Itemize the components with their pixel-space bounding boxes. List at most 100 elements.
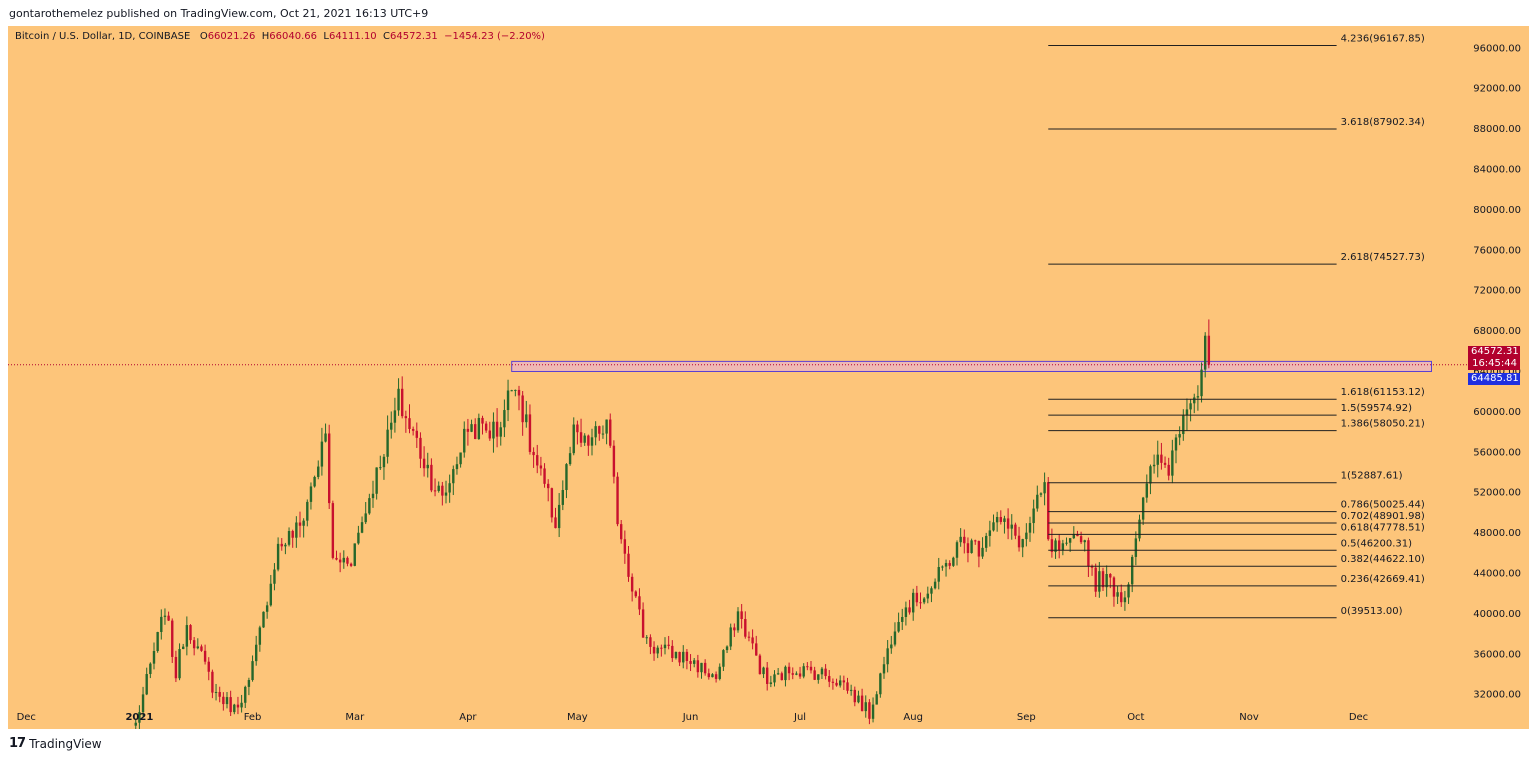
candle-body xyxy=(791,673,794,675)
candle xyxy=(342,550,345,569)
candle xyxy=(302,518,305,538)
candle xyxy=(985,532,988,552)
candle-body xyxy=(145,674,148,695)
candle xyxy=(470,419,473,433)
candle xyxy=(590,428,594,456)
candle xyxy=(306,499,309,527)
candle xyxy=(225,691,229,709)
candle xyxy=(660,644,663,657)
y-tick-label: 92000.00 xyxy=(1473,84,1521,95)
candle xyxy=(320,427,324,476)
candle xyxy=(185,616,189,656)
price-chart[interactable]: 4.236(96167.85) 3.618(87902.34) 2.618(7452… xyxy=(8,26,1529,729)
chart-frame[interactable]: 4.236(96167.85) 3.618(87902.34) 2.618(7452… xyxy=(8,26,1529,729)
candle xyxy=(875,691,878,705)
candle-body xyxy=(207,661,210,672)
footer-branding[interactable]: 17 TradingView xyxy=(9,736,102,751)
candle-body xyxy=(1068,538,1072,543)
candle-body xyxy=(182,646,185,650)
symbol-label: Bitcoin / U.S. Dollar, 1D, COINBASE xyxy=(15,31,191,42)
candle-body xyxy=(539,465,543,469)
candle-body xyxy=(886,648,889,665)
candle xyxy=(616,472,619,527)
candle-body xyxy=(225,697,229,705)
candle-body xyxy=(744,618,747,637)
x-tick-label: Apr xyxy=(459,712,477,723)
candle-body xyxy=(733,627,736,631)
candle-body xyxy=(309,486,313,502)
candle xyxy=(233,703,236,715)
candle-body xyxy=(1054,540,1057,552)
candle xyxy=(817,674,820,684)
candle-body xyxy=(820,668,824,675)
x-tick-label: Dec xyxy=(1349,712,1368,723)
countdown-timer: 16:45:44 xyxy=(1472,358,1517,369)
candle xyxy=(196,638,199,650)
candle xyxy=(820,666,824,679)
candle xyxy=(930,586,933,603)
candle xyxy=(955,540,959,566)
candle xyxy=(207,657,210,681)
x-tick-label: Mar xyxy=(345,712,365,723)
candle xyxy=(714,671,718,683)
candle xyxy=(284,542,287,555)
candle-body xyxy=(444,492,448,496)
candle xyxy=(368,493,371,515)
candle xyxy=(1193,393,1196,414)
candle-body xyxy=(974,540,977,542)
candle xyxy=(211,669,214,699)
candle xyxy=(813,666,816,681)
brand-name: TradingView xyxy=(29,736,102,751)
candle xyxy=(693,657,696,668)
candle xyxy=(1141,496,1145,526)
y-tick-label: 32000.00 xyxy=(1473,690,1521,701)
candle xyxy=(1171,439,1174,484)
candle xyxy=(711,673,714,678)
candle xyxy=(871,697,875,723)
candle xyxy=(703,659,707,676)
candle-body xyxy=(798,673,802,677)
candle-body xyxy=(1079,536,1083,543)
candle-body xyxy=(1185,409,1189,416)
candle xyxy=(1156,440,1159,478)
y-tick-label: 56000.00 xyxy=(1473,447,1521,458)
candle xyxy=(514,389,517,397)
candle xyxy=(835,678,838,687)
fib-level-label: 0.618(47778.51) xyxy=(1341,522,1425,533)
candle xyxy=(1043,472,1046,506)
candle xyxy=(452,465,455,496)
candle-body xyxy=(612,445,616,477)
candle-body xyxy=(904,607,908,617)
candle-body xyxy=(988,530,992,536)
fib-level-label: 1.618(61153.12) xyxy=(1341,387,1425,398)
high-label: H xyxy=(261,31,270,42)
candle xyxy=(809,661,813,674)
candle-body xyxy=(959,536,962,543)
candle xyxy=(255,635,258,666)
y-tick-label: 80000.00 xyxy=(1473,205,1521,216)
candle xyxy=(868,699,871,725)
plot-background xyxy=(8,26,1529,729)
candle xyxy=(1079,531,1083,545)
candle xyxy=(492,412,495,453)
candle xyxy=(397,378,400,416)
candle xyxy=(744,611,747,639)
candle xyxy=(276,537,280,572)
candle xyxy=(857,690,860,704)
change-value: −1454.23 (−2.20%) xyxy=(444,31,545,42)
candle-body xyxy=(1167,464,1170,476)
candle-body xyxy=(981,547,984,557)
candle-body xyxy=(557,504,561,529)
candle-body xyxy=(809,666,813,671)
candle xyxy=(1047,477,1050,541)
candle xyxy=(262,611,265,628)
candle-body xyxy=(178,649,181,679)
candle xyxy=(959,528,962,547)
candle xyxy=(1021,538,1024,558)
candle xyxy=(349,562,353,568)
candle-body xyxy=(265,605,269,612)
candle-body xyxy=(240,702,243,708)
candle-body xyxy=(1109,573,1112,578)
x-tick-label: May xyxy=(567,712,588,723)
candle xyxy=(218,686,221,703)
